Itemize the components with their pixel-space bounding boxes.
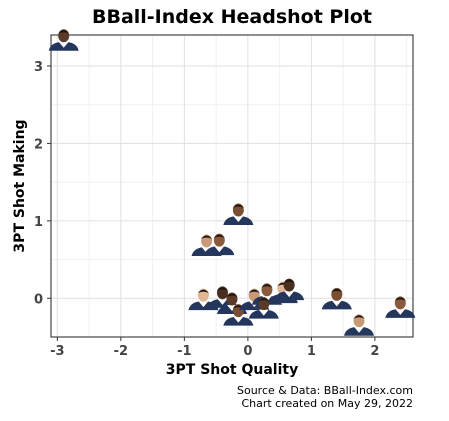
hair-shape [331,288,343,293]
hair-shape [248,289,260,294]
plot-frame [50,34,414,338]
hair-shape [213,234,225,239]
x-tick-label: -1 [177,344,191,359]
y-tick-label: 0 [34,292,43,307]
x-tick-label: 0 [243,344,252,359]
collar-shape [284,291,295,298]
collar-shape [354,326,365,333]
date-caption: Chart created on May 29, 2022 [241,397,413,410]
axis-ticks: -3 -2 -1 0 1 2 0 1 2 3 [34,60,379,359]
player-headshot-point [385,296,416,318]
hair-shape [394,297,406,301]
collar-shape [233,316,244,323]
collar-shape [258,309,269,316]
data-points [48,29,416,336]
hair-shape [283,279,295,284]
hair-shape [258,298,270,302]
x-tick-label: -3 [50,344,64,359]
collar-shape [214,246,225,253]
hair-shape [197,289,209,294]
y-tick-label: 3 [34,60,43,75]
y-axis-label: 3PT Shot Making [12,119,28,252]
hair-shape [232,204,244,208]
player-headshot-point [223,203,254,225]
hair-shape [216,287,228,291]
collar-shape [198,301,209,308]
hair-shape [226,293,238,298]
player-headshot-point [248,297,279,319]
chart-title: BBall-Index Headshot Plot [92,6,372,28]
x-tick-label: 1 [307,344,316,359]
player-headshot-point [48,29,79,51]
collar-shape [217,298,228,305]
x-axis-label: 3PT Shot Quality [166,362,298,378]
hair-shape [58,30,70,34]
hair-shape [201,235,213,239]
x-tick-label: 2 [370,344,379,359]
player-headshot-point [321,287,352,310]
hair-shape [261,284,273,288]
y-tick-label: 2 [34,137,43,152]
player-headshot-point [204,233,235,256]
x-tick-label: -2 [114,344,128,359]
hair-shape [353,315,365,319]
y-tick-label: 1 [34,215,43,230]
player-headshot-point [344,314,375,336]
collar-shape [233,215,244,222]
source-caption: Source & Data: BBall-Index.com [237,384,413,397]
collar-shape [58,41,69,48]
collar-shape [395,308,406,315]
grid-lines [51,35,413,338]
player-headshot-point [274,278,305,301]
collar-shape [331,300,342,307]
